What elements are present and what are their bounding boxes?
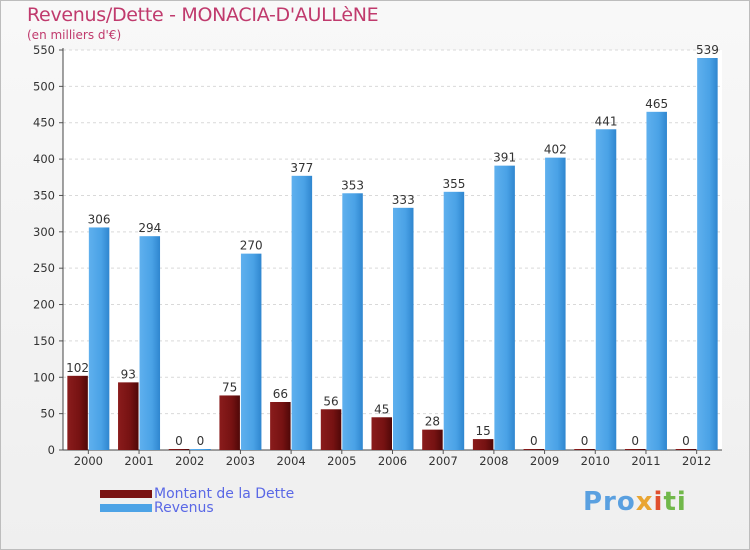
bar-revenus (190, 449, 211, 450)
bar-dette (675, 449, 697, 450)
data-label: 45 (374, 402, 389, 416)
data-label: 15 (475, 424, 490, 438)
data-label: 294 (138, 221, 161, 235)
data-label: 333 (392, 193, 415, 207)
y-tick-label: 400 (33, 152, 55, 166)
data-label: 102 (66, 361, 89, 375)
bar-revenus (88, 227, 110, 450)
bar-revenus (545, 157, 566, 451)
bar-revenus (139, 236, 161, 450)
chart-title: Revenus/Dette - MONACIA-D'AULLèNE (27, 4, 379, 26)
bar-revenus (342, 193, 363, 451)
bar-revenus (494, 165, 515, 451)
x-tick-label: 2002 (175, 454, 204, 468)
x-tick-label: 2005 (327, 454, 356, 468)
data-label: 28 (425, 415, 440, 429)
legend-swatch-revenus (100, 504, 152, 512)
data-label: 441 (595, 114, 618, 128)
bar-dette (168, 449, 190, 450)
bar-dette (422, 429, 443, 450)
data-label: 56 (323, 394, 338, 408)
legend-label-revenus: Revenus (154, 500, 214, 516)
data-label: 75 (222, 380, 237, 394)
data-label: 465 (645, 97, 668, 111)
x-tick-label: 2007 (429, 454, 458, 468)
y-tick-label: 250 (33, 261, 55, 275)
bar-dette (219, 395, 240, 450)
bar-dette (67, 375, 88, 450)
data-label: 539 (696, 43, 719, 57)
y-tick-label: 500 (33, 79, 55, 93)
bar-revenus (646, 111, 667, 451)
legend-item-revenus: Revenus (100, 500, 214, 516)
x-tick-label: 2003 (226, 454, 255, 468)
x-tick-label: 2008 (479, 454, 508, 468)
data-label: 0 (197, 434, 205, 448)
data-label: 353 (341, 178, 364, 192)
data-label: 355 (442, 177, 465, 191)
plot-area (63, 50, 722, 450)
bar-dette (320, 409, 342, 450)
x-tick-label: 2006 (378, 454, 407, 468)
bar-revenus (697, 58, 718, 450)
bar-dette (523, 449, 545, 450)
x-tick-label: 2000 (74, 454, 103, 468)
proxiti-logo: Proxiti (583, 487, 687, 517)
y-tick-label: 300 (33, 225, 55, 239)
data-label: 0 (175, 434, 183, 448)
data-label: 0 (682, 434, 690, 448)
x-tick-label: 2012 (682, 454, 711, 468)
bar-dette (118, 382, 139, 450)
data-label: 0 (631, 434, 639, 448)
data-label: 270 (240, 239, 263, 253)
x-tick-label: 2011 (631, 454, 660, 468)
data-label: 391 (493, 151, 516, 165)
data-label: 0 (530, 434, 538, 448)
x-tick-label: 2009 (530, 454, 559, 468)
bar-dette (472, 439, 494, 450)
y-tick-label: 150 (33, 334, 55, 348)
x-tick-label: 2001 (124, 454, 153, 468)
y-tick-label: 350 (33, 188, 55, 202)
bar-dette (371, 417, 392, 450)
data-label: 0 (581, 434, 589, 448)
bar-revenus (393, 207, 414, 450)
y-tick-label: 450 (33, 116, 55, 130)
legend-label-dette: Montant de la Dette (154, 486, 295, 502)
x-tick-label: 2010 (581, 454, 610, 468)
bar-revenus (291, 175, 313, 450)
bar-revenus (595, 129, 617, 451)
data-label: 93 (121, 367, 136, 381)
data-label: 66 (273, 387, 288, 401)
y-tick-label: 0 (48, 443, 55, 457)
chart-subtitle: (en milliers d'€) (27, 28, 122, 42)
data-label: 402 (544, 143, 567, 157)
x-tick-label: 2004 (276, 454, 305, 468)
legend-swatch-dette (100, 490, 152, 498)
y-tick-label: 550 (33, 43, 55, 57)
bar-revenus (240, 253, 262, 450)
bar-revenus (443, 191, 465, 450)
data-label: 306 (88, 212, 111, 226)
data-label: 377 (290, 161, 313, 175)
y-tick-label: 50 (40, 407, 55, 421)
bar-dette (624, 449, 646, 450)
legend-item-dette: Montant de la Dette (100, 486, 295, 502)
bar-dette (270, 402, 291, 450)
y-tick-label: 200 (33, 298, 55, 312)
bar-dette (574, 449, 595, 450)
y-tick-label: 100 (33, 370, 55, 384)
